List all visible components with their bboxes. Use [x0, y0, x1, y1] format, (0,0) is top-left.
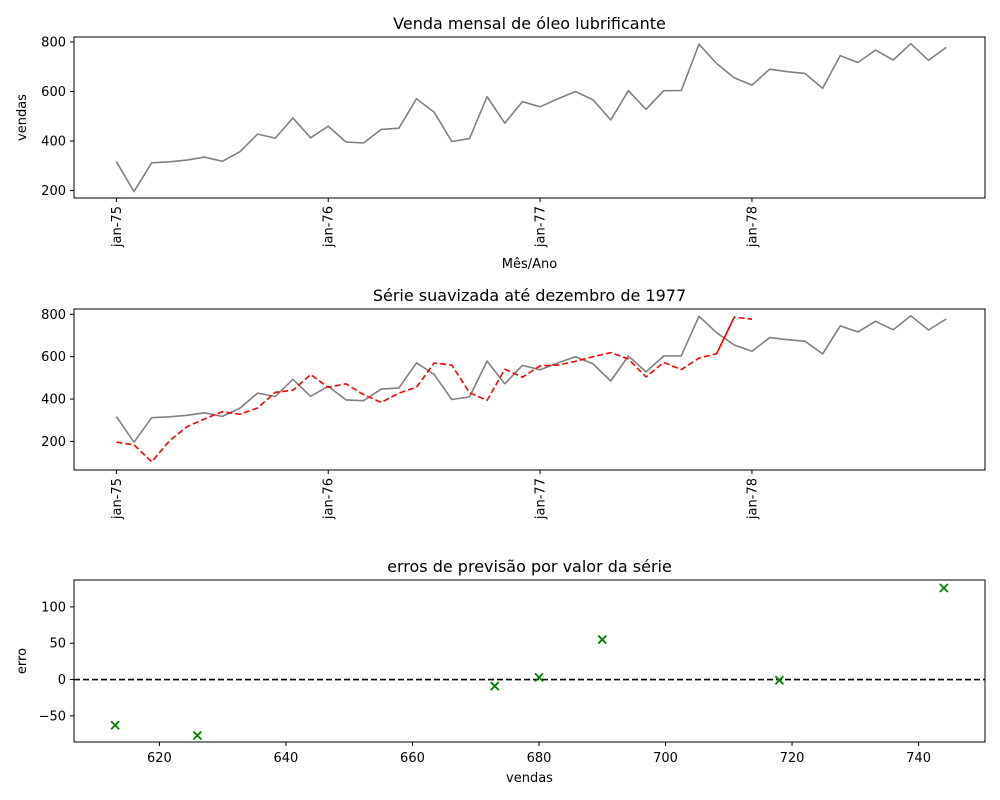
y-tick-label: 800	[41, 35, 66, 50]
y-tick-label: 0	[58, 673, 66, 688]
chart-title: erros de previsão por valor da série	[387, 557, 672, 576]
chart-panel-2: Série suavizada até dezembro de 1977 200 4…	[41, 286, 986, 520]
y-tick-label: 400	[41, 135, 66, 150]
x-axis-label: Mês/Ano	[502, 257, 557, 272]
x-tick-label: jan-77	[534, 206, 549, 248]
x-tick-label: jan-75	[110, 206, 125, 248]
x-tick-label: jan-75	[110, 478, 125, 520]
x-tick-label: 720	[780, 751, 805, 766]
smoothed-series-line	[116, 316, 736, 463]
plot-area	[115, 314, 947, 463]
x-tick-label: 660	[400, 751, 425, 766]
x-tick-label: jan-78	[745, 478, 760, 520]
y-tick-label: −50	[39, 709, 66, 724]
y-tick-label: 100	[41, 600, 66, 615]
y-tick-label: 600	[41, 350, 66, 365]
error-point	[534, 672, 544, 682]
chart-title: Série suavizada até dezembro de 1977	[373, 286, 686, 305]
y-tick-label: 800	[41, 308, 66, 323]
x-tick-label: 700	[653, 751, 678, 766]
y-tick-label: 200	[41, 184, 66, 199]
sales-series-line	[115, 42, 947, 193]
x-tick-label: 620	[147, 751, 172, 766]
y-axis-label: vendas	[15, 94, 30, 141]
error-point	[192, 730, 203, 741]
y-tick-label: 50	[49, 637, 66, 652]
x-tick-label: jan-77	[534, 478, 549, 520]
plot-area	[115, 42, 947, 193]
chart-panel-3: erros de previsão por valor da série −50 0…	[15, 557, 986, 786]
chart-title: Venda mensal de óleo lubrificante	[393, 14, 666, 33]
error-point	[110, 720, 120, 730]
y-tick-label: 600	[41, 85, 66, 100]
x-tick-label: jan-76	[322, 478, 337, 520]
sales-series-line	[115, 314, 947, 444]
axes-frame	[73, 36, 986, 199]
chart-panel-1: Venda mensal de óleo lubrificante 200 400 6…	[15, 14, 986, 272]
error-point	[597, 634, 607, 645]
error-point	[490, 681, 500, 691]
x-tick-label: 680	[527, 751, 552, 766]
x-tick-label: 740	[906, 751, 931, 766]
error-point	[774, 675, 785, 685]
y-axis-label: erro	[15, 648, 30, 674]
axes-frame	[73, 308, 986, 471]
x-tick-label: jan-78	[745, 206, 760, 248]
smoothed-series-line	[715, 316, 753, 355]
error-point	[939, 583, 949, 593]
y-tick-label: 400	[41, 393, 66, 408]
axes-frame	[73, 579, 986, 743]
x-tick-label: jan-76	[322, 206, 337, 248]
plot-area	[74, 583, 985, 741]
y-tick-label: 200	[41, 435, 66, 450]
x-tick-label: 640	[274, 751, 299, 766]
x-axis-label: vendas	[506, 771, 553, 786]
